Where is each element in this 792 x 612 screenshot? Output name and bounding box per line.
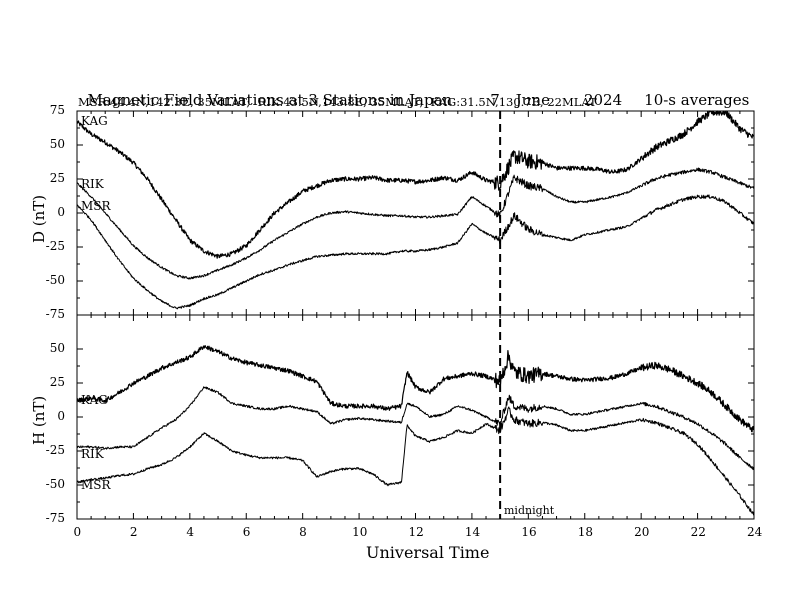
- trace-msr-d: [76, 194, 755, 310]
- x-tick-label: 0: [73, 525, 82, 539]
- x-tick-label: 8: [299, 525, 307, 539]
- title-year: 2024: [583, 91, 623, 109]
- x-tick-label: 6: [242, 525, 251, 539]
- y-tick-label: 75: [49, 103, 65, 117]
- x-tick-label: 2: [129, 525, 138, 539]
- title-day: 7: [490, 91, 500, 109]
- x-tick-label: 4: [186, 525, 194, 539]
- y-tick-label: 0: [57, 205, 65, 219]
- x-tick-label: 16: [521, 525, 537, 539]
- y-tick-label: -50: [45, 477, 65, 491]
- y-tick-label: 50: [49, 137, 65, 151]
- x-axis-label: Universal Time: [366, 543, 490, 562]
- trace-kag-d: [76, 110, 755, 259]
- y-tick-label: -75: [45, 511, 65, 525]
- x-tick-label: 22: [690, 525, 706, 539]
- x-tick-label: 12: [408, 525, 424, 539]
- station-label-rik: RIK: [81, 177, 104, 192]
- y-tick-label: -25: [45, 443, 65, 457]
- station-label-msr: MSR: [81, 198, 111, 213]
- trace-rik-d: [76, 167, 755, 280]
- x-tick-label: 18: [577, 525, 594, 539]
- trace-msr-h: [76, 406, 755, 516]
- y-tick-label: 0: [57, 409, 65, 423]
- y-tick-label: 25: [49, 375, 65, 389]
- y-tick-label: 50: [49, 341, 65, 355]
- trace-kag-h: [76, 345, 755, 433]
- x-tick-label: 10: [352, 525, 368, 539]
- x-tick-label: 14: [464, 525, 481, 539]
- title-main: Magnetic Field Variations at 3 Stations …: [87, 91, 453, 109]
- chart-title: Magnetic Field Variations at 3 Stations …: [78, 73, 750, 109]
- title-averaging: 10-s averages: [644, 91, 750, 109]
- stations-subtitle: MSR:44.4N,142.3E, 35MLAT; RIK:43.5N,143.…: [78, 95, 597, 109]
- midnight-label: midnight: [504, 504, 555, 517]
- y-tick-label: -75: [45, 307, 65, 321]
- station-label-rik: RIK: [81, 446, 104, 461]
- x-tick-label: 20: [634, 525, 650, 539]
- y-tick-label: -25: [45, 239, 65, 253]
- station-label-kag: KAG: [81, 113, 108, 128]
- y-tick-label: -50: [45, 273, 65, 287]
- x-tick-label: 24: [747, 525, 763, 539]
- title-month: June: [515, 91, 550, 109]
- station-label-kag: KAG: [81, 392, 108, 407]
- trace-rik-h: [76, 386, 755, 471]
- traces: [76, 110, 755, 516]
- station-label-msr: MSR: [81, 478, 111, 493]
- y-tick-label: 25: [49, 171, 65, 185]
